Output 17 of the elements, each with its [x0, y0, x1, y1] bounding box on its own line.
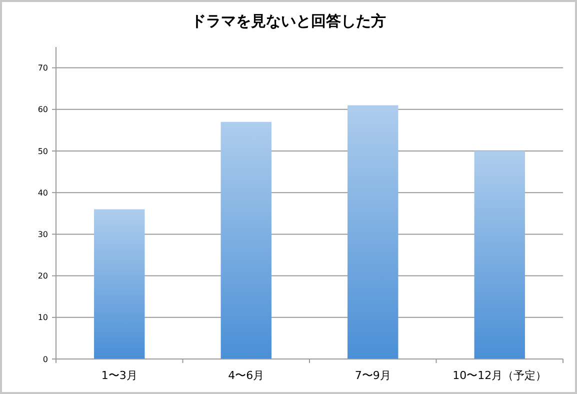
x-tick-label: 1〜3月 [101, 369, 138, 382]
bar [348, 105, 398, 359]
bar [220, 122, 272, 359]
y-tick-label: 70 [38, 64, 48, 73]
bar [94, 209, 145, 359]
y-tick-label: 60 [38, 105, 48, 114]
y-tick-label: 20 [38, 272, 48, 281]
y-tick-label: 40 [38, 188, 48, 198]
bar [474, 151, 525, 359]
x-tick-label: 7〜9月 [354, 369, 391, 382]
y-tick-label: 30 [38, 230, 48, 239]
x-tick-label: 4〜6月 [228, 369, 264, 382]
y-tick-label: 50 [38, 146, 48, 156]
x-tick-label: 10〜12月（予定） [452, 369, 547, 382]
y-tick-label: 10 [38, 313, 48, 322]
y-tick-label: 0 [42, 354, 48, 364]
chart-title: ドラマを見ないと回答した方 [191, 12, 386, 30]
